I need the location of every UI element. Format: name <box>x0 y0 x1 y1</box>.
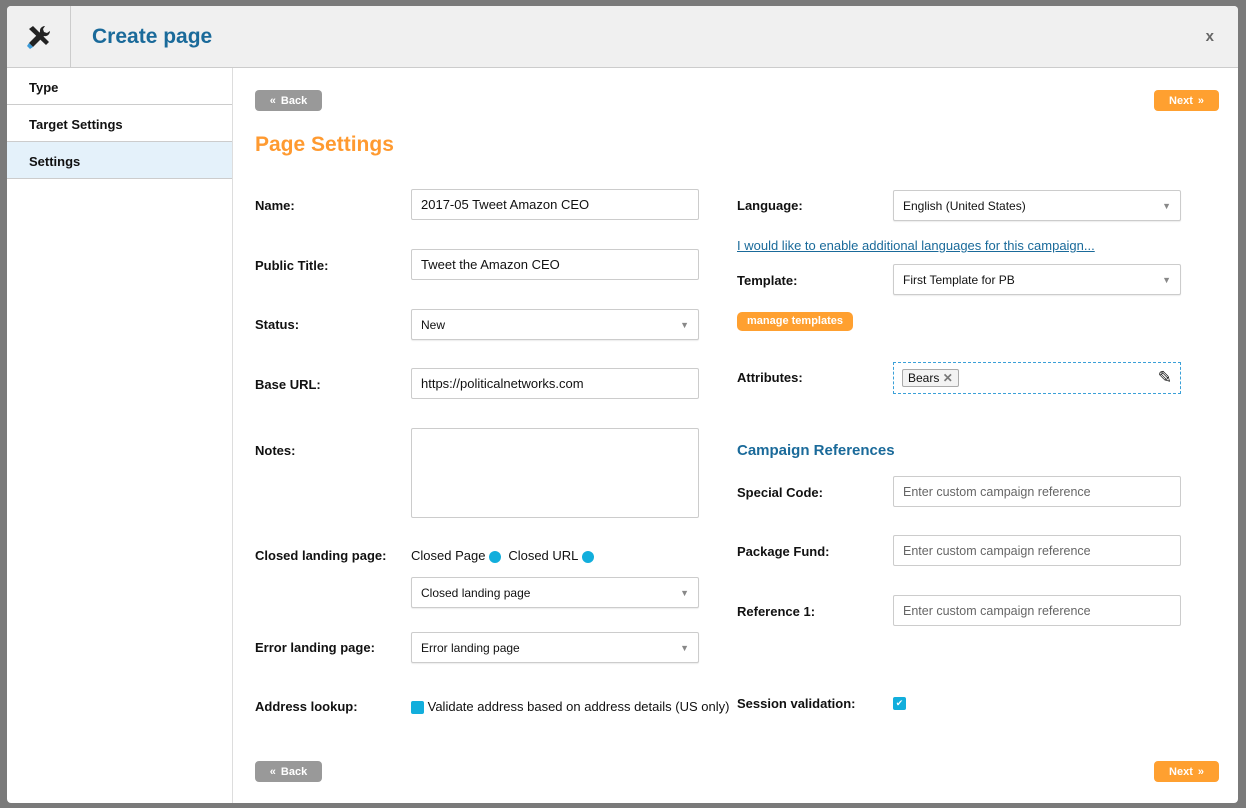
double-chevron-right-icon: » <box>1197 94 1204 107</box>
close-button[interactable]: x <box>1205 28 1214 45</box>
package-fund-label: Package Fund: <box>737 544 830 559</box>
checkbox[interactable] <box>411 701 424 715</box>
dropdown-arrow-icon: ▼ <box>680 587 689 598</box>
error-landing-select[interactable]: Error landing page ▼ <box>411 632 699 663</box>
sidebar-item-type[interactable]: Type <box>7 68 232 105</box>
error-landing-label: Error landing page: <box>255 640 375 655</box>
base-url-label: Base URL: <box>255 377 321 392</box>
public-title-input[interactable]: Tweet the Amazon CEO <box>411 249 699 280</box>
pencil-icon[interactable]: ✎ <box>1157 368 1172 387</box>
language-select[interactable]: English (United States) ▼ <box>893 190 1181 221</box>
address-lookup-checkbox[interactable]: Validate address based on address detail… <box>411 699 729 715</box>
campaign-references-title: Campaign References <box>737 442 895 459</box>
closed-landing-label: Closed landing page: <box>255 548 387 563</box>
attributes-input[interactable]: Bears ✕ ✎ <box>893 362 1181 394</box>
template-label: Template: <box>737 273 798 288</box>
attribute-tag: Bears ✕ <box>902 369 959 387</box>
special-code-input[interactable]: Enter custom campaign reference <box>893 476 1181 507</box>
next-button-bottom[interactable]: Next» <box>1154 761 1219 782</box>
manage-templates-button[interactable]: manage templates <box>737 312 853 331</box>
dropdown-arrow-icon: ▼ <box>680 319 689 330</box>
create-page-modal: Create page x Type Target Settings Setti… <box>7 6 1238 803</box>
remove-tag-icon[interactable]: ✕ <box>942 371 953 385</box>
reference-1-label: Reference 1: <box>737 604 816 619</box>
dropdown-arrow-icon: ▼ <box>1162 200 1171 211</box>
radio-closed-page[interactable] <box>489 550 502 563</box>
tools-icon <box>7 6 71 68</box>
next-button-top[interactable]: Next» <box>1154 90 1219 111</box>
sidebar: Type Target Settings Settings <box>7 68 233 803</box>
dropdown-arrow-icon: ▼ <box>1162 274 1171 285</box>
attributes-label: Attributes: <box>737 370 803 385</box>
double-chevron-left-icon: « <box>269 94 276 107</box>
back-button-bottom[interactable]: «Back <box>255 761 322 782</box>
name-input[interactable]: 2017-05 Tweet Amazon CEO <box>411 189 699 220</box>
address-lookup-label: Address lookup: <box>255 699 358 714</box>
closed-landing-select[interactable]: Closed landing page ▼ <box>411 577 699 608</box>
special-code-label: Special Code: <box>737 485 823 500</box>
modal-header: Create page x <box>7 6 1238 68</box>
package-fund-input[interactable]: Enter custom campaign reference <box>893 535 1181 566</box>
status-label: Status: <box>255 317 300 332</box>
public-title-label: Public Title: <box>255 258 329 273</box>
modal-title: Create page <box>92 25 213 48</box>
template-select[interactable]: First Template for PB ▼ <box>893 264 1181 295</box>
closed-landing-radios: Closed Page Closed URL <box>411 548 594 563</box>
double-chevron-left-icon: « <box>269 765 276 778</box>
radio-closed-url[interactable] <box>581 550 594 563</box>
session-validation-checkbox[interactable]: ✔ <box>893 697 906 710</box>
session-validation-label: Session validation: <box>737 696 856 711</box>
sidebar-item-target-settings[interactable]: Target Settings <box>7 105 232 142</box>
name-label: Name: <box>255 198 295 213</box>
additional-languages-link[interactable]: I would like to enable additional langua… <box>737 238 1095 253</box>
language-label: Language: <box>737 198 803 213</box>
status-select[interactable]: New ▼ <box>411 309 699 340</box>
base-url-input[interactable]: https://politicalnetworks.com <box>411 368 699 399</box>
dropdown-arrow-icon: ▼ <box>680 642 689 653</box>
sidebar-item-settings[interactable]: Settings <box>7 142 232 179</box>
section-title: Page Settings <box>255 133 394 156</box>
double-chevron-right-icon: » <box>1197 765 1204 778</box>
notes-textarea[interactable] <box>411 428 699 518</box>
reference-1-input[interactable]: Enter custom campaign reference <box>893 595 1181 626</box>
back-button-top[interactable]: «Back <box>255 90 322 111</box>
notes-label: Notes: <box>255 443 296 458</box>
